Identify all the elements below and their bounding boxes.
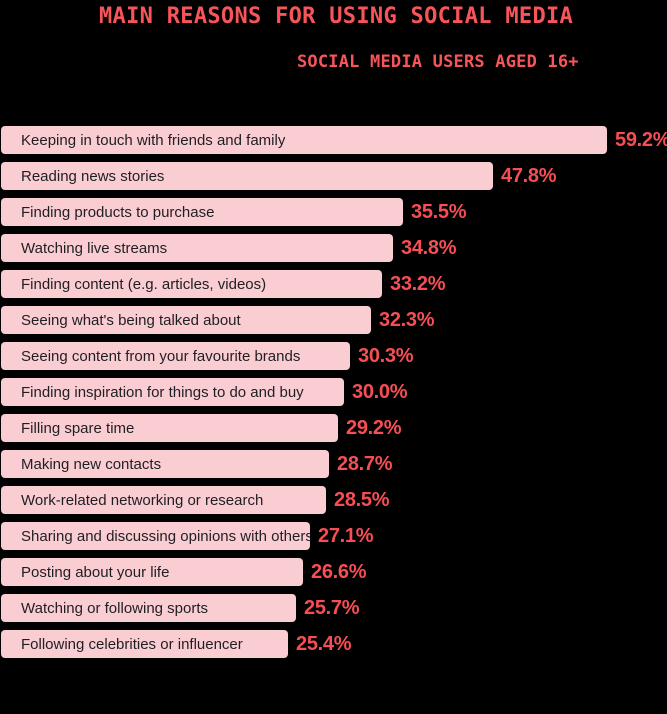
- bar-category-label: Reading news stories: [21, 167, 165, 185]
- bar-category-label: Keeping in touch with friends and family: [21, 131, 286, 149]
- bar-value-label: 25.7%: [304, 596, 360, 619]
- bar-value-label: 47.8%: [501, 164, 557, 187]
- bar-value-label: 59.2%: [615, 128, 667, 151]
- bar: Seeing what's being talked about: [1, 306, 371, 334]
- bar-row: Reading news stories 47.8%: [1, 162, 667, 190]
- bar-row: Finding content (e.g. articles, videos) 3…: [1, 270, 667, 298]
- bar-row: Sharing and discussing opinions with oth…: [1, 522, 667, 550]
- bar-category-label: Sharing and discussing opinions with oth…: [21, 527, 310, 545]
- bar-category-label: Work-related networking or research: [21, 491, 264, 509]
- bar-category-label: Seeing what's being talked about: [21, 311, 241, 329]
- bar-row: Seeing what's being talked about 32.3%: [1, 306, 667, 334]
- bar-value-label: 34.8%: [401, 236, 457, 259]
- bar-value-label: 25.4%: [296, 632, 352, 655]
- bar-category-label: Finding products to purchase: [21, 203, 215, 221]
- bar-row: Making new contacts 28.7%: [1, 450, 667, 478]
- bar-row: Following celebrities or influencer 25.4%: [1, 630, 667, 658]
- bar: Filling spare time: [1, 414, 338, 442]
- bar: Finding inspiration for things to do and…: [1, 378, 344, 406]
- bar-row: Posting about your life 26.6%: [1, 558, 667, 586]
- bar-category-label: Watching live streams: [21, 239, 168, 257]
- bar-value-label: 30.3%: [358, 344, 414, 367]
- bar-value-label: 27.1%: [318, 524, 374, 547]
- bar-value-label: 32.3%: [379, 308, 435, 331]
- bar: Seeing content from your favourite brand…: [1, 342, 350, 370]
- bar-row: Finding products to purchase 35.5%: [1, 198, 667, 226]
- bar: Finding products to purchase: [1, 198, 403, 226]
- bar-row: Seeing content from your favourite brand…: [1, 342, 667, 370]
- bar-value-label: 29.2%: [346, 416, 402, 439]
- bar-category-label: Finding inspiration for things to do and…: [21, 383, 304, 401]
- bar: Sharing and discussing opinions with oth…: [1, 522, 310, 550]
- bar-value-label: 28.5%: [334, 488, 390, 511]
- bar-row: Watching live streams 34.8%: [1, 234, 667, 262]
- bar-category-label: Filling spare time: [21, 419, 135, 437]
- bar-row: Keeping in touch with friends and family…: [1, 126, 667, 154]
- bar: Watching live streams: [1, 234, 393, 262]
- bar-value-label: 30.0%: [352, 380, 408, 403]
- bar-category-label: Watching or following sports: [21, 599, 209, 617]
- bar-category-label: Finding content (e.g. articles, videos): [21, 275, 267, 293]
- bar: Watching or following sports: [1, 594, 296, 622]
- bar-category-label: Seeing content from your favourite brand…: [21, 347, 301, 365]
- chart-subtitle: SOCIAL MEDIA USERS AGED 16+: [297, 52, 579, 72]
- bar: Posting about your life: [1, 558, 303, 586]
- bar: Finding content (e.g. articles, videos): [1, 270, 382, 298]
- bar: Reading news stories: [1, 162, 493, 190]
- bar-value-label: 26.6%: [311, 560, 367, 583]
- bar-value-label: 35.5%: [411, 200, 467, 223]
- bar: Following celebrities or influencer: [1, 630, 288, 658]
- bar: Work-related networking or research: [1, 486, 326, 514]
- bar-category-label: Following celebrities or influencer: [21, 635, 243, 653]
- bar-row: Watching or following sports 25.7%: [1, 594, 667, 622]
- bar-category-label: Posting about your life: [21, 563, 170, 581]
- bar-value-label: 28.7%: [337, 452, 393, 475]
- bar-value-label: 33.2%: [390, 272, 446, 295]
- chart-title: MAIN REASONS FOR USING SOCIAL MEDIA: [99, 4, 574, 29]
- bar-row: Work-related networking or research 28.5%: [1, 486, 667, 514]
- bar: Making new contacts: [1, 450, 329, 478]
- bar-chart: Keeping in touch with friends and family…: [1, 126, 667, 666]
- bar-row: Finding inspiration for things to do and…: [1, 378, 667, 406]
- bar-row: Filling spare time 29.2%: [1, 414, 667, 442]
- bar-category-label: Making new contacts: [21, 455, 162, 473]
- bar: Keeping in touch with friends and family: [1, 126, 607, 154]
